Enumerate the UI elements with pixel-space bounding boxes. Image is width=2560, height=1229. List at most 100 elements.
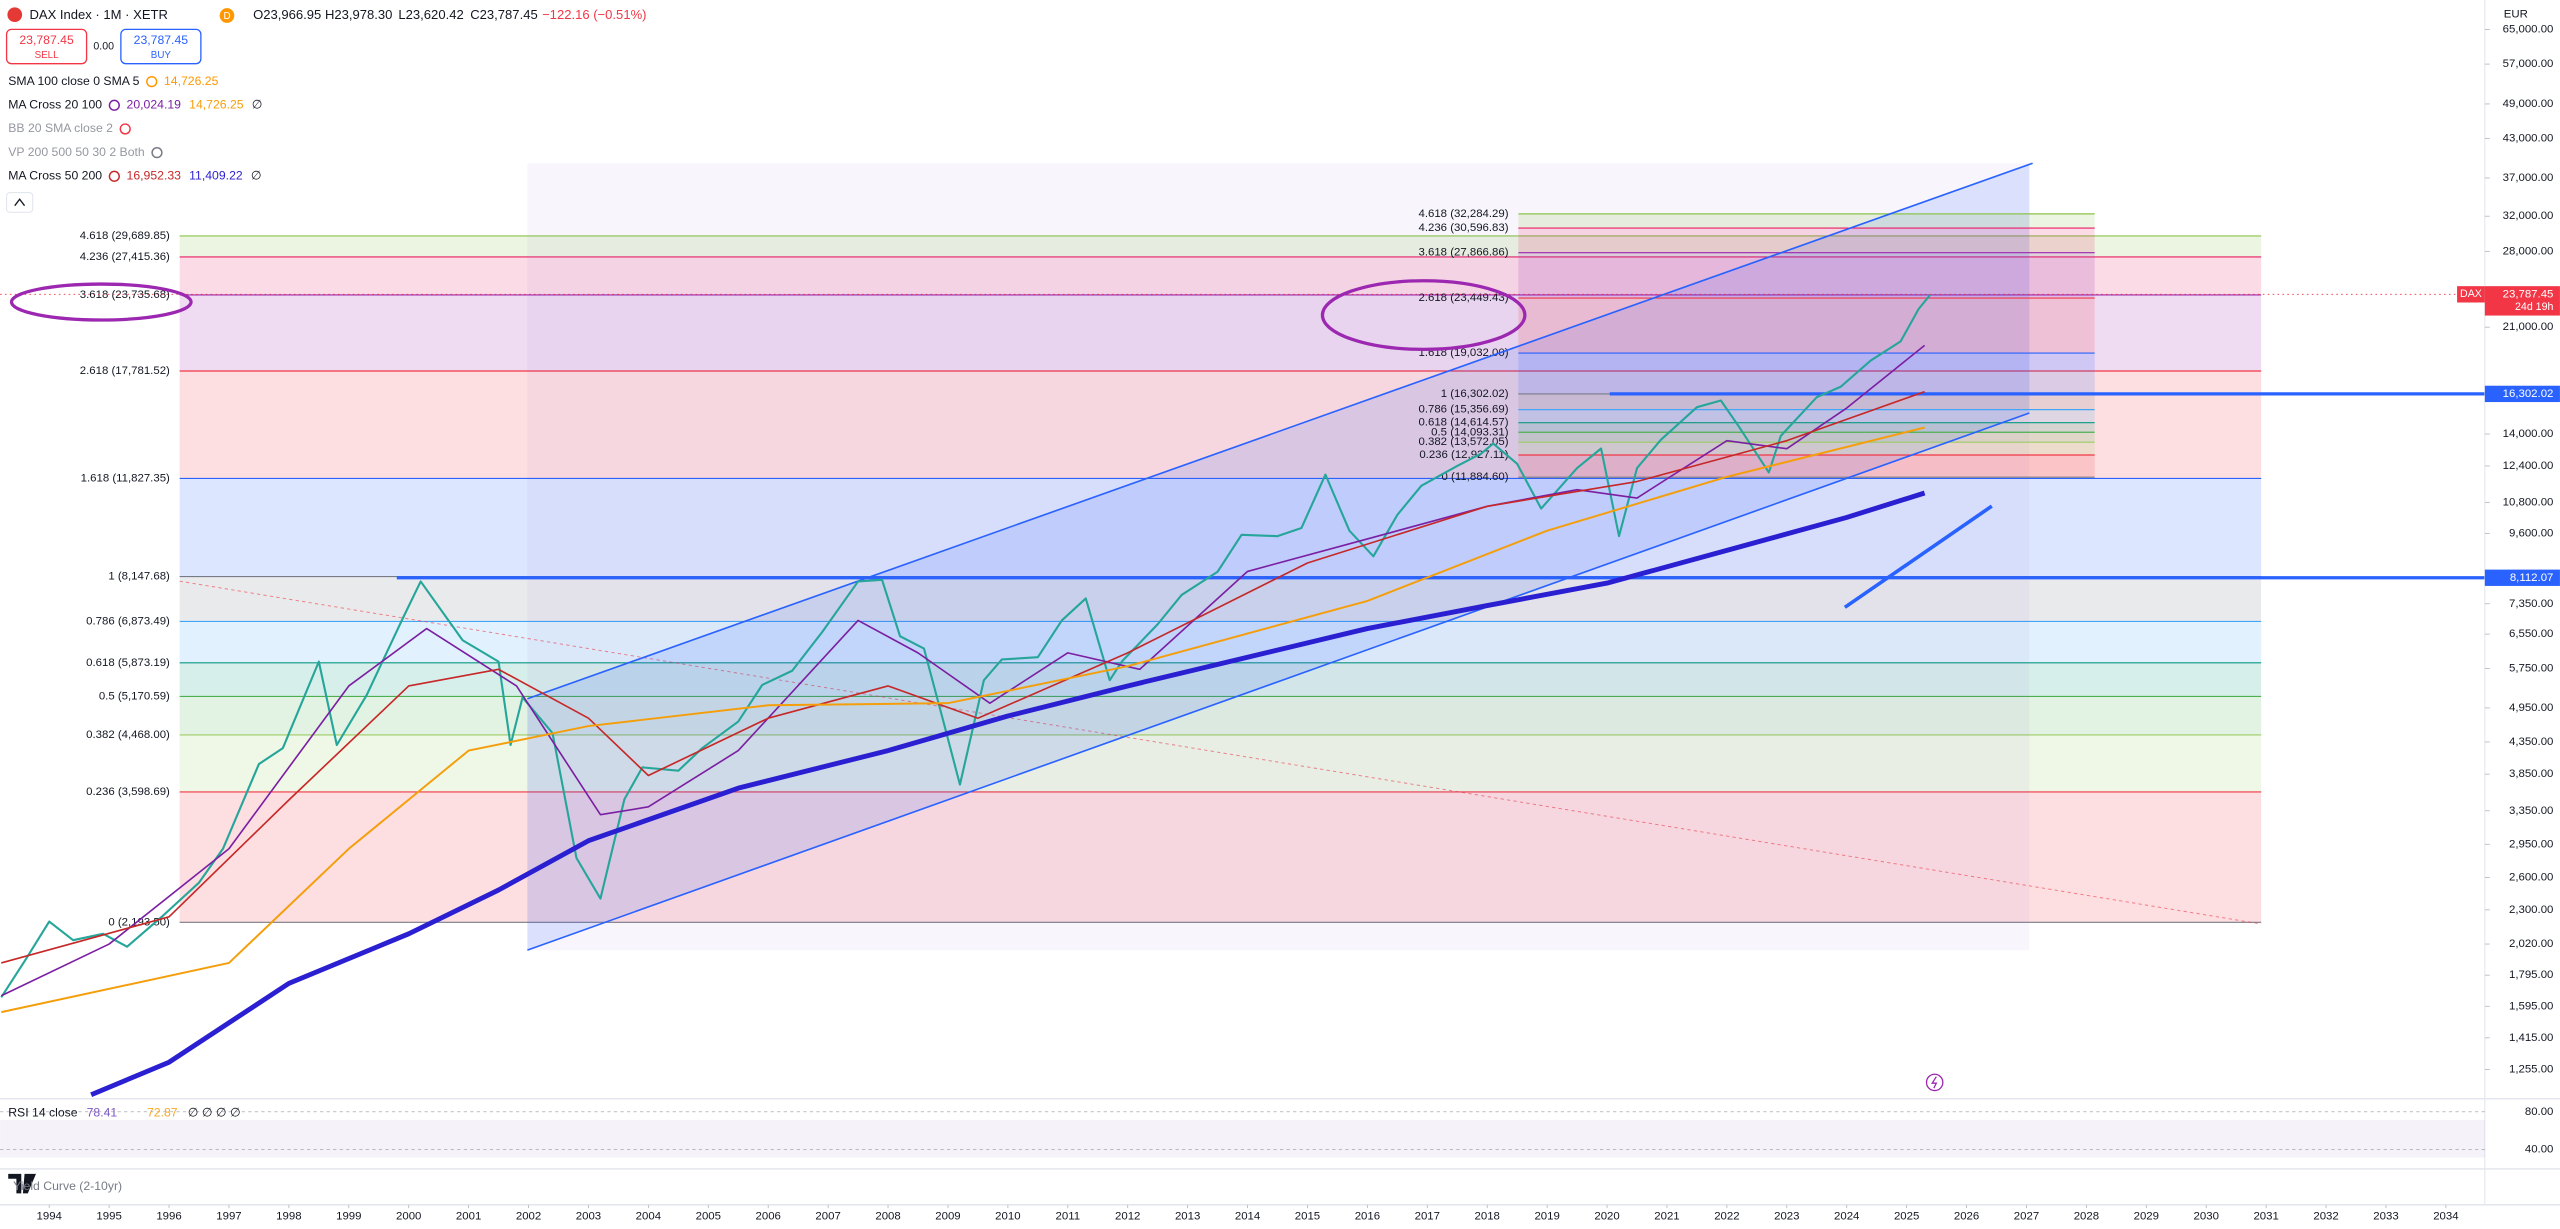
price-tag <box>2484 569 2560 586</box>
indicator-name[interactable]: MA Cross 20 100 <box>8 98 102 112</box>
y-tick-label: 3,350.00 <box>2509 805 2553 817</box>
x-tick-label: 2023 <box>1774 1210 1799 1222</box>
fib-label: 2.618 (23,449.43) <box>1418 292 1508 304</box>
highlight-ellipse <box>9 282 193 322</box>
fib-label: 4.236 (30,596.83) <box>1418 222 1508 234</box>
y-tick-label: 7,350.00 <box>2509 598 2553 610</box>
plot-area: 0 (2,193.50) 0.236 (3,598.69) 0.382 (4,468… <box>0 162 2485 1098</box>
moving-average <box>0 344 1926 997</box>
fib-band <box>179 734 2262 792</box>
fib-label: 1 (16,302.02) <box>1441 388 1509 400</box>
fib-band <box>1518 228 2095 253</box>
x-tick-label: 2008 <box>875 1210 900 1222</box>
indicator-value: 14,726.25 <box>164 74 219 88</box>
badge-text: D <box>223 11 230 22</box>
channel-line <box>527 412 2030 951</box>
x-tick-label: 2019 <box>1534 1210 1559 1222</box>
y-tick-label: 65,000.00 <box>2503 24 2554 36</box>
x-tick-label: 2025 <box>1894 1210 1919 1222</box>
rsi-flags: ∅ ∅ ∅ ∅ <box>188 1106 241 1120</box>
indicator-list: SMA 100 close 0 SMA 5 14,726.25 MA Cross 2… <box>8 74 262 183</box>
last-price-label: 23,787.45 <box>2503 288 2554 300</box>
y-tick-label: 28,000.00 <box>2503 245 2554 257</box>
x-tick-label: 2022 <box>1714 1210 1739 1222</box>
spread: 0.00 <box>93 40 114 52</box>
x-tick-label: 2020 <box>1594 1210 1619 1222</box>
rsi-pane: 80.00 40.00 <box>0 1106 2553 1155</box>
symbol-title[interactable]: DAX Index · 1M · XETR <box>29 7 167 22</box>
currency[interactable]: EUR <box>2504 9 2528 21</box>
indicator-icon[interactable] <box>151 147 163 159</box>
indicator-name[interactable]: VP 200 500 50 30 2 Both <box>8 145 145 159</box>
fib-label: 0.786 (6,873.49) <box>86 615 170 627</box>
x-tick-label: 2006 <box>756 1210 781 1222</box>
fib-band <box>179 621 2262 663</box>
y-tick-label: 57,000.00 <box>2503 58 2554 70</box>
x-tick-label: 2001 <box>456 1210 481 1222</box>
rsi-title[interactable]: RSI 14 close <box>8 1106 78 1120</box>
ohlc-low: L23,620.42 <box>398 7 463 22</box>
sell-button[interactable] <box>5 28 88 65</box>
y-tick-label: 4,350.00 <box>2509 736 2553 748</box>
fib-band <box>1518 442 2095 456</box>
x-tick-label: 1994 <box>37 1210 63 1222</box>
fib-band <box>1518 455 2095 478</box>
indicator-icon[interactable] <box>146 75 158 88</box>
yield-curve-title[interactable]: Yield Curve (2-10yr) <box>13 1179 122 1193</box>
fib-band <box>1518 393 2095 410</box>
x-tick-label: 2029 <box>2134 1210 2159 1222</box>
x-tick-label: 2024 <box>1834 1210 1860 1222</box>
y-tick-label: 37,000.00 <box>2503 172 2554 184</box>
fib-label: 3.618 (23,735.68) <box>80 289 170 301</box>
y-tick-label: 2,300.00 <box>2509 904 2553 916</box>
ohlc-close: C23,787.45 <box>470 7 537 22</box>
event-icon-bolt <box>1931 1076 1938 1089</box>
indicator-icon[interactable] <box>119 123 131 135</box>
y-tick-label: 6,550.00 <box>2509 628 2553 640</box>
fib-label: 0 (11,884.60) <box>1442 471 1509 483</box>
fib-label: 0.5 (5,170.59) <box>99 690 170 702</box>
indicator-icon[interactable] <box>108 170 120 182</box>
x-tick-label: 2028 <box>2074 1210 2099 1222</box>
fib-label: 4.236 (27,415.36) <box>80 251 170 263</box>
y-tick-label: 49,000.00 <box>2503 98 2554 110</box>
buy-button[interactable] <box>120 28 202 65</box>
fib-band <box>179 256 2262 295</box>
x-tick-label: 1995 <box>96 1210 121 1222</box>
fib-label: 0 (2,193.50) <box>108 916 170 928</box>
fib-band <box>1518 252 2095 299</box>
event-icon[interactable] <box>1925 1073 1944 1092</box>
x-tick-label: 2007 <box>815 1210 840 1222</box>
x-tick-label: 2011 <box>1056 1210 1081 1222</box>
x-tick-label: 2003 <box>576 1210 601 1222</box>
indicator-name[interactable]: SMA 100 close 0 SMA 5 <box>8 74 139 88</box>
sell-price[interactable]: 23,787.45 <box>19 33 74 47</box>
x-tick-label: 2031 <box>2253 1210 2278 1222</box>
channel-fill <box>527 163 2030 951</box>
buy-price[interactable]: 23,787.45 <box>134 33 189 47</box>
countdown: 24d 19h <box>2515 301 2553 313</box>
fib-band <box>179 235 2262 257</box>
x-tick-label: 2014 <box>1235 1210 1261 1222</box>
indicator-value: 14,726.25 <box>189 98 244 112</box>
sell-label[interactable]: SELL <box>35 50 59 61</box>
indicator-name[interactable]: MA Cross 50 200 <box>8 169 102 183</box>
fib-band <box>1518 298 2095 354</box>
x-tick-label: 2016 <box>1355 1210 1380 1222</box>
indicator-name[interactable]: BB 20 SMA close 2 <box>8 121 113 135</box>
last-price-tag <box>2484 286 2560 316</box>
buy-label[interactable]: BUY <box>151 50 172 61</box>
fib-band <box>179 791 2262 923</box>
price-tag-label: 16,302.02 <box>2503 388 2554 400</box>
indicator-value: 20,024.19 <box>127 98 182 112</box>
y-tick-label: 3,850.00 <box>2509 768 2553 780</box>
y-tick-label: 4,950.00 <box>2509 702 2553 714</box>
indicator-icon[interactable] <box>108 99 120 111</box>
x-tick-label: 2033 <box>2373 1210 2398 1222</box>
moving-average <box>1 426 1925 1014</box>
x-tick-label: 2013 <box>1175 1210 1200 1222</box>
collapse-button[interactable] <box>6 192 34 213</box>
fib-band <box>1518 353 2095 394</box>
